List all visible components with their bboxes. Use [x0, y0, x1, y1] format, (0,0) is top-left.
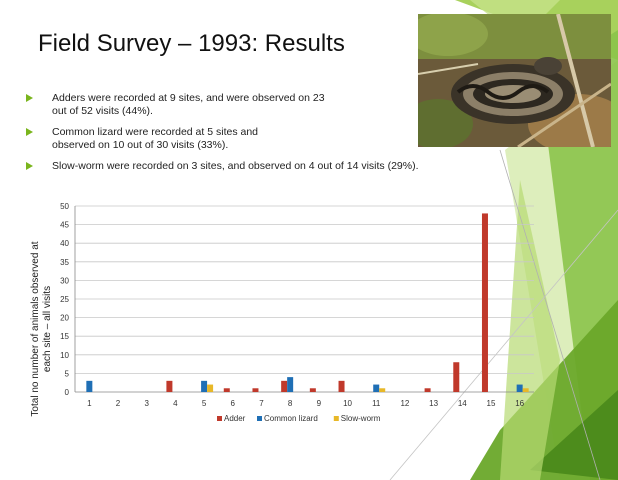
y-tick-label: 30 [60, 276, 69, 285]
bar [309, 388, 316, 392]
y-tick-label: 0 [65, 388, 70, 397]
x-tick-label: 13 [429, 399, 438, 408]
x-tick-label: 9 [317, 399, 322, 408]
legend-label: Slow-worm [341, 414, 381, 423]
bar [252, 388, 259, 392]
bar [201, 380, 208, 392]
y-tick-label: 40 [60, 239, 69, 248]
bar [223, 388, 230, 392]
x-tick-label: 11 [372, 399, 381, 408]
legend-swatch [257, 416, 262, 421]
bullet-item: Common lizard were recorded at 5 sites a… [26, 126, 496, 151]
adder-photo [418, 14, 611, 147]
x-tick-label: 12 [400, 399, 409, 408]
y-tick-label: 25 [60, 295, 69, 304]
x-tick-label: 10 [343, 399, 352, 408]
bar [522, 388, 529, 392]
slide-title: Field Survey – 1993: Results [38, 30, 345, 57]
x-tick-label: 5 [202, 399, 207, 408]
bar [338, 380, 345, 392]
bar [424, 388, 431, 392]
bullet-text: Common lizard were recorded at 5 sites a… [52, 126, 259, 151]
x-tick-label: 8 [288, 399, 293, 408]
bar [281, 380, 288, 392]
legend-swatch [333, 416, 339, 421]
bullet-arrow-icon [26, 128, 33, 136]
bar [207, 384, 214, 392]
x-tick-label: 4 [173, 399, 178, 408]
bar [287, 377, 294, 392]
bar [516, 384, 523, 392]
y-tick-label: 45 [60, 221, 69, 230]
y-tick-label: 35 [60, 258, 69, 267]
y-tick-label: 10 [60, 351, 69, 360]
bullet-text: Slow-worm were recorded on 3 sites, and … [52, 160, 419, 172]
bar [86, 380, 93, 392]
x-tick-label: 15 [487, 399, 496, 408]
legend-label: Common lizard [264, 414, 318, 423]
x-tick-label: 14 [458, 399, 467, 408]
bar [453, 362, 460, 392]
bar [481, 213, 488, 392]
y-tick-label: 50 [60, 202, 69, 211]
bullet-text: Adders were recorded at 9 sites, and wer… [52, 92, 325, 117]
bullet-item: Slow-worm were recorded on 3 sites, and … [26, 160, 496, 173]
bar [373, 384, 380, 392]
bar [379, 388, 386, 392]
x-tick-label: 16 [515, 399, 524, 408]
x-tick-label: 3 [144, 399, 149, 408]
x-tick-label: 1 [87, 399, 92, 408]
y-tick-label: 20 [60, 314, 69, 323]
bullet-item: Adders were recorded at 9 sites, and wer… [26, 92, 496, 117]
bar [166, 380, 173, 392]
legend-label: Adder [224, 414, 246, 423]
bullet-arrow-icon [26, 162, 33, 170]
legend-swatch [217, 416, 222, 421]
y-tick-label: 5 [65, 369, 70, 378]
x-tick-label: 7 [259, 399, 264, 408]
x-tick-label: 6 [231, 399, 236, 408]
bullet-list: Adders were recorded at 9 sites, and wer… [26, 92, 496, 182]
y-tick-label: 15 [60, 332, 69, 341]
x-tick-label: 2 [116, 399, 121, 408]
bullet-arrow-icon [26, 94, 33, 102]
